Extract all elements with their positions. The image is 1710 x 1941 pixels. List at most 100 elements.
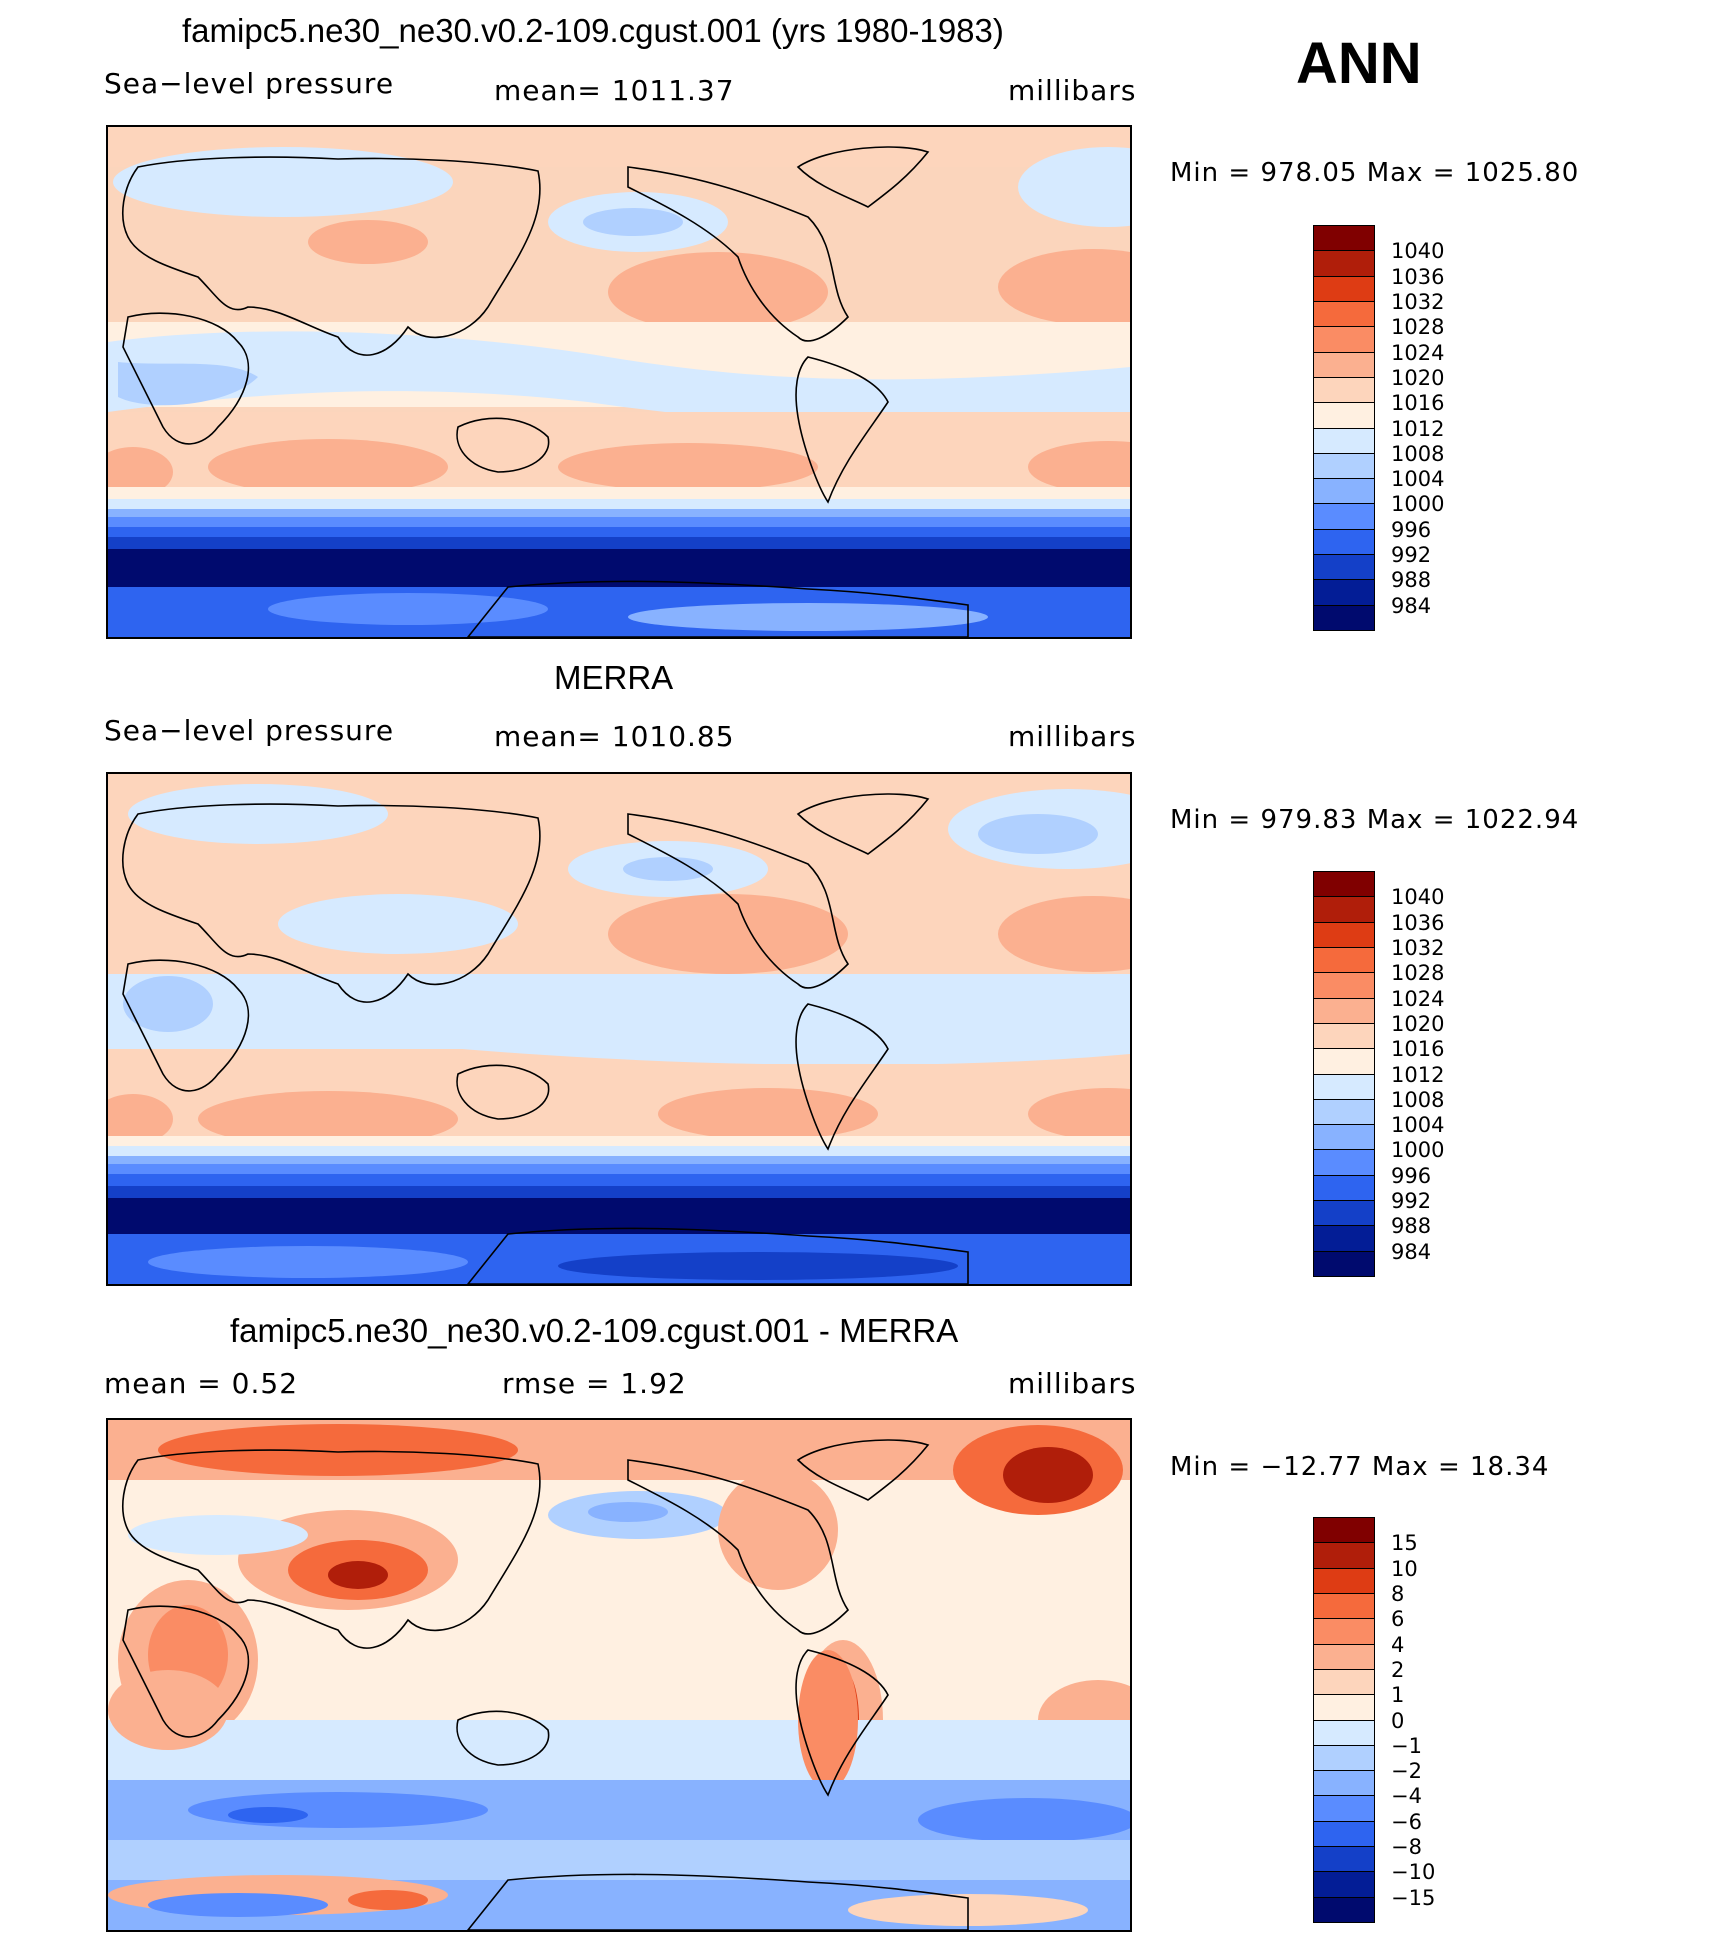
season-label: ANN — [1296, 31, 1422, 96]
colorbar-swatch — [1313, 579, 1375, 606]
panel-2-units-label: millibars — [1008, 720, 1137, 753]
colorbar-tick-label: 1008 — [1391, 1087, 1445, 1112]
colorbar-tick-label: 988 — [1391, 568, 1432, 593]
panel-1-units-label: millibars — [1008, 74, 1137, 107]
colorbar-swatch — [1313, 1770, 1375, 1797]
colorbar-swatch — [1313, 1719, 1375, 1746]
panel-3-colorbar: 15 10 8 6 4 2 1 0 −1 −2 −4 −6 −8 −10 −15 — [1313, 1517, 1435, 1923]
colorbar-tick-label: 4 — [1391, 1632, 1405, 1657]
colorbar-tick-label: 8 — [1391, 1581, 1405, 1606]
colorbar-tick-label: 1040 — [1391, 885, 1445, 910]
colorbar-tick-label: 1004 — [1391, 1113, 1445, 1138]
colorbar-tick-label: 1016 — [1391, 391, 1445, 416]
colorbar-swatch — [1313, 1149, 1375, 1176]
panel-1-variable-label: Sea−level pressure — [104, 67, 395, 100]
colorbar-tick-label: 10 — [1391, 1556, 1418, 1581]
panel-1-map — [106, 125, 1132, 639]
colorbar-swatch — [1313, 503, 1375, 530]
panel-2-variable-label: Sea−level pressure — [104, 714, 395, 747]
colorbar-tick-label: 1020 — [1391, 1011, 1445, 1036]
colorbar-swatch — [1313, 1896, 1375, 1923]
panel-3-minmax: Min = −12.77 Max = 18.34 — [1170, 1452, 1550, 1482]
colorbar-tick-label: 1 — [1391, 1683, 1405, 1708]
colorbar-swatch — [1313, 1871, 1375, 1898]
colorbar-swatch — [1313, 1022, 1375, 1050]
colorbar-swatch — [1313, 972, 1375, 999]
colorbar-tick-label: 1032 — [1391, 935, 1445, 960]
colorbar-tick-label: 1024 — [1391, 340, 1445, 365]
colorbar-tick-label: 996 — [1391, 517, 1432, 542]
colorbar-tick-label: 1020 — [1391, 365, 1445, 390]
panel-1-mean-label: mean= 1011.37 — [494, 74, 735, 107]
colorbar-swatch — [1313, 1592, 1375, 1620]
colorbar-tick-label: −1 — [1391, 1733, 1422, 1758]
colorbar-tick-label: 1000 — [1391, 1138, 1445, 1163]
colorbar-swatch — [1313, 896, 1375, 923]
colorbar-swatch — [1313, 275, 1375, 302]
colorbar-swatch — [1313, 1694, 1375, 1721]
panel-2-map — [106, 772, 1132, 1286]
colorbar-tick-label: 1004 — [1391, 467, 1445, 492]
colorbar-tick-label: −4 — [1391, 1784, 1422, 1809]
colorbar-swatch — [1313, 1846, 1375, 1873]
colorbar-tick-label: 988 — [1391, 1214, 1432, 1239]
panel-2-colorbar: 1040 1036 1032 1028 1024 1020 1016 1012 1008 1004… — [1313, 871, 1444, 1277]
colorbar-swatch — [1313, 300, 1375, 328]
panel-3-units-label: millibars — [1008, 1367, 1137, 1400]
colorbar-swatch — [1313, 946, 1375, 974]
colorbar-tick-label: 1036 — [1391, 910, 1445, 935]
panel-1-minmax: Min = 978.05 Max = 1025.80 — [1170, 158, 1580, 188]
colorbar-swatch — [1313, 478, 1375, 505]
colorbar-swatch — [1313, 1250, 1375, 1277]
colorbar-swatch — [1313, 1795, 1375, 1822]
panel-3-rmse-label: rmse = 1.92 — [502, 1367, 687, 1400]
colorbar-swatch — [1313, 427, 1375, 454]
colorbar-tick-label: 1016 — [1391, 1037, 1445, 1062]
colorbar-swatch — [1313, 452, 1375, 480]
colorbar-tick-label: 1008 — [1391, 441, 1445, 466]
colorbar-swatch — [1313, 1517, 1375, 1544]
colorbar-swatch — [1313, 250, 1375, 277]
colorbar-tick-label: 996 — [1391, 1163, 1432, 1188]
panel-2-minmax: Min = 979.83 Max = 1022.94 — [1170, 805, 1580, 835]
colorbar-tick-label: 1012 — [1391, 1062, 1445, 1087]
colorbar-tick-label: 0 — [1391, 1708, 1405, 1733]
colorbar-tick-label: 984 — [1391, 1239, 1432, 1264]
colorbar-swatch — [1313, 326, 1375, 353]
colorbar-tick-label: 6 — [1391, 1607, 1405, 1632]
colorbar-swatch — [1313, 351, 1375, 378]
colorbar-tick-label: 992 — [1391, 543, 1432, 568]
colorbar-swatch — [1313, 376, 1375, 404]
colorbar-tick-label: 1024 — [1391, 986, 1445, 1011]
colorbar-swatch — [1313, 225, 1375, 252]
panel-1-colorbar: 1040 1036 1032 1028 1024 1020 1016 1012 1008 1004… — [1313, 225, 1444, 631]
colorbar-swatch — [1313, 528, 1375, 556]
colorbar-swatch — [1313, 871, 1375, 898]
panel-3-map — [106, 1418, 1132, 1932]
colorbar-swatch — [1313, 1073, 1375, 1100]
colorbar-tick-label: 2 — [1391, 1657, 1405, 1682]
panel-1-title: famipc5.ne30_ne30.v0.2-109.cgust.001 (yr… — [182, 12, 1004, 49]
colorbar-swatch — [1313, 1668, 1375, 1696]
colorbar-swatch — [1313, 604, 1375, 631]
colorbar-tick-label: 1036 — [1391, 264, 1445, 289]
panel-2-mean-label: mean= 1010.85 — [494, 720, 735, 753]
colorbar-swatch — [1313, 1174, 1375, 1202]
colorbar-swatch — [1313, 1225, 1375, 1252]
colorbar-swatch — [1313, 1542, 1375, 1569]
colorbar-tick-label: 15 — [1391, 1531, 1418, 1556]
colorbar-swatch — [1313, 1124, 1375, 1151]
colorbar-tick-label: −2 — [1391, 1759, 1422, 1784]
colorbar-tick-label: 1032 — [1391, 289, 1445, 314]
colorbar-tick-label: 1012 — [1391, 416, 1445, 441]
panel-3-title: famipc5.ne30_ne30.v0.2-109.cgust.001 - M… — [230, 1312, 959, 1349]
colorbar-swatch — [1313, 1567, 1375, 1594]
colorbar-swatch — [1313, 997, 1375, 1024]
colorbar-tick-label: 992 — [1391, 1189, 1432, 1214]
colorbar-tick-label: −10 — [1391, 1860, 1436, 1885]
panel-3-mean-label: mean = 0.52 — [104, 1367, 299, 1400]
colorbar-tick-label: −8 — [1391, 1835, 1422, 1860]
colorbar-swatch — [1313, 1744, 1375, 1772]
colorbar-swatch — [1313, 1200, 1375, 1227]
colorbar-tick-label: 984 — [1391, 593, 1432, 618]
